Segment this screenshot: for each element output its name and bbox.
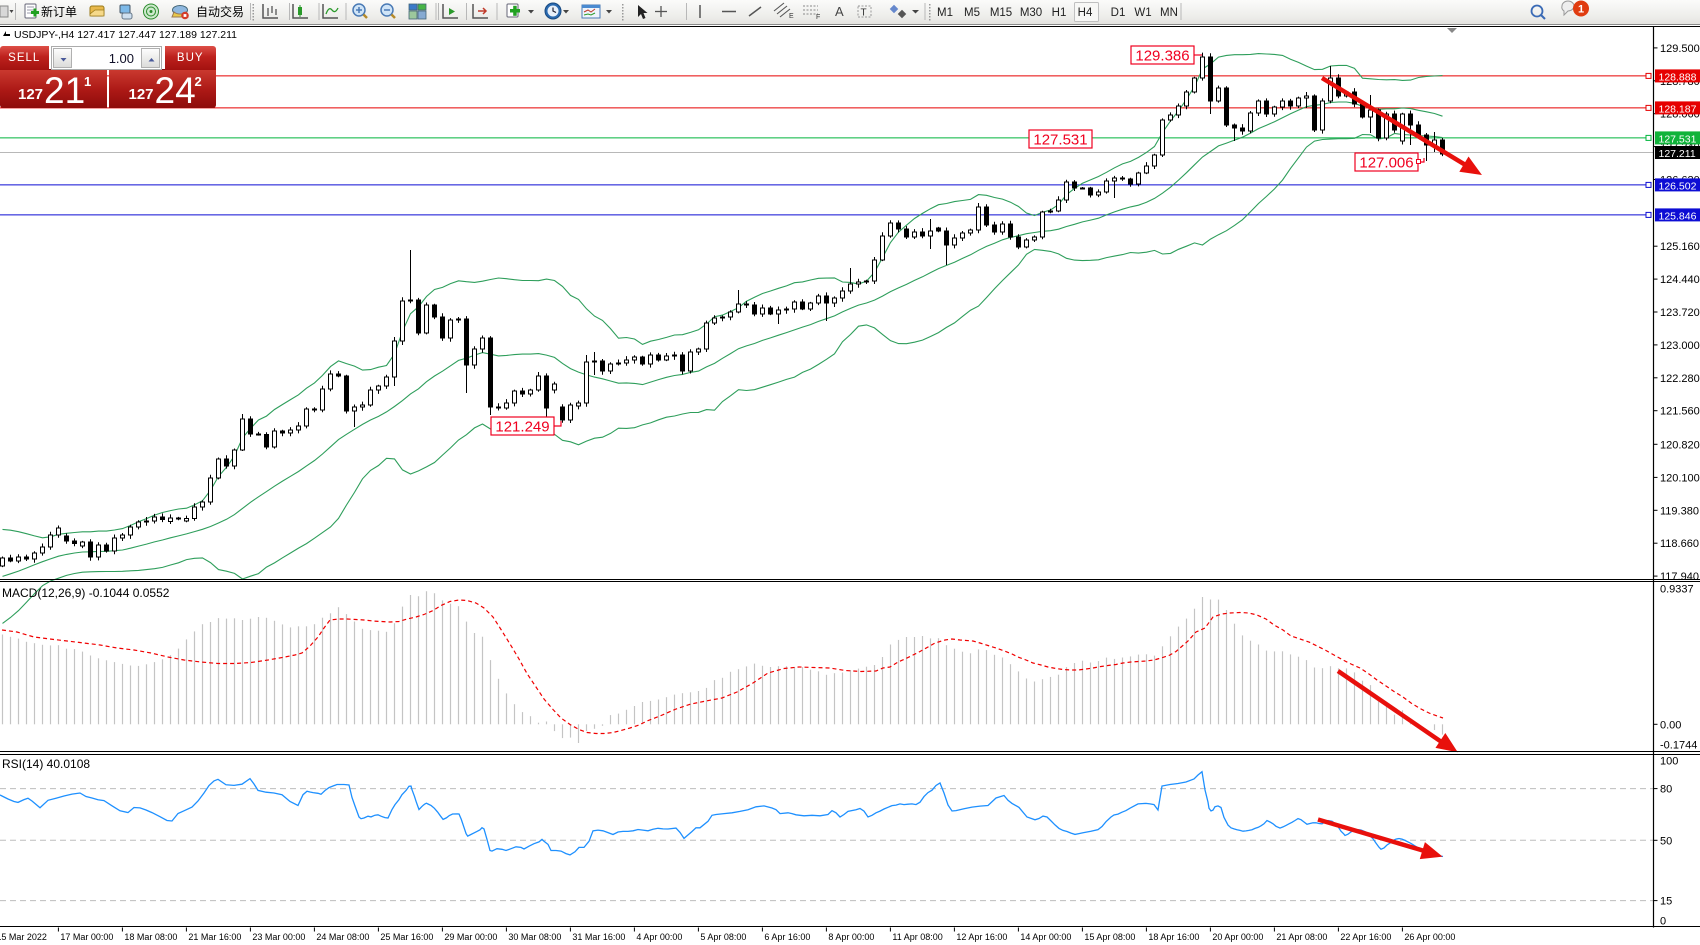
svg-text:H1: H1 [1052, 7, 1067, 19]
svg-text:M30: M30 [1020, 7, 1042, 19]
svg-text:126.502: 126.502 [1659, 180, 1697, 192]
svg-text:125.846: 125.846 [1659, 210, 1697, 222]
svg-text:119.380: 119.380 [1660, 505, 1699, 517]
svg-text:117.940: 117.940 [1660, 571, 1699, 583]
svg-text:15 Apr 08:00: 15 Apr 08:00 [1084, 932, 1135, 942]
svg-text:123.720: 123.720 [1660, 307, 1700, 319]
svg-text:MACD(12,26,9) -0.1044 0.0552: MACD(12,26,9) -0.1044 0.0552 [2, 586, 170, 600]
svg-text:W1: W1 [1134, 7, 1151, 19]
svg-text:121.560: 121.560 [1660, 406, 1700, 418]
svg-text:122.280: 122.280 [1660, 373, 1700, 385]
svg-text:121.249: 121.249 [495, 419, 549, 436]
svg-text:0: 0 [1660, 916, 1666, 928]
svg-text:1: 1 [1578, 4, 1584, 16]
svg-text:127.531: 127.531 [1659, 133, 1697, 145]
svg-text:15: 15 [1660, 896, 1672, 908]
svg-text:T: T [861, 8, 867, 19]
svg-text:24 Mar 08:00: 24 Mar 08:00 [316, 932, 369, 942]
svg-text:127.531: 127.531 [1033, 132, 1087, 149]
svg-text:M1: M1 [937, 7, 953, 19]
svg-text:F: F [816, 14, 820, 21]
svg-text:RSI(14) 40.0108: RSI(14) 40.0108 [2, 757, 90, 771]
svg-text:H4: H4 [1078, 7, 1093, 19]
svg-text:125.160: 125.160 [1660, 241, 1700, 253]
svg-text:0.9337: 0.9337 [1660, 584, 1694, 596]
svg-text:124.440: 124.440 [1660, 274, 1700, 286]
svg-text:29 Mar 00:00: 29 Mar 00:00 [444, 932, 497, 942]
svg-text:D1: D1 [1111, 7, 1126, 19]
svg-text:自动交易: 自动交易 [196, 4, 244, 19]
svg-text:23 Mar 00:00: 23 Mar 00:00 [252, 932, 305, 942]
svg-text:A: A [835, 4, 844, 19]
svg-text:18 Mar 08:00: 18 Mar 08:00 [124, 932, 177, 942]
svg-text:22 Apr 16:00: 22 Apr 16:00 [1340, 932, 1391, 942]
svg-text:E: E [789, 13, 794, 20]
svg-text:127.211: 127.211 [1659, 148, 1696, 160]
svg-text:129.500: 129.500 [1660, 43, 1700, 55]
svg-text:8 Apr 00:00: 8 Apr 00:00 [828, 932, 874, 942]
svg-text:14 Apr 00:00: 14 Apr 00:00 [1020, 932, 1071, 942]
svg-text:26 Apr 00:00: 26 Apr 00:00 [1404, 932, 1455, 942]
svg-text:M15: M15 [990, 7, 1012, 19]
svg-text:20 Apr 00:00: 20 Apr 00:00 [1212, 932, 1263, 942]
svg-text:50: 50 [1660, 835, 1672, 847]
svg-text:80: 80 [1660, 784, 1672, 796]
svg-text:4 Apr 00:00: 4 Apr 00:00 [636, 932, 682, 942]
svg-text:31 Mar 16:00: 31 Mar 16:00 [572, 932, 625, 942]
svg-text:100: 100 [1660, 756, 1678, 768]
svg-text:0.00: 0.00 [1660, 719, 1681, 731]
svg-text:18 Apr 16:00: 18 Apr 16:00 [1148, 932, 1199, 942]
svg-text:30 Mar 08:00: 30 Mar 08:00 [508, 932, 561, 942]
svg-text:11 Apr 08:00: 11 Apr 08:00 [892, 932, 942, 942]
svg-text:17 Mar 00:00: 17 Mar 00:00 [60, 932, 113, 942]
svg-text:6 Apr 16:00: 6 Apr 16:00 [764, 932, 810, 942]
svg-text:25 Mar 16:00: 25 Mar 16:00 [380, 932, 433, 942]
svg-text:15 Mar 2022: 15 Mar 2022 [0, 932, 47, 942]
svg-text:MN: MN [1160, 7, 1178, 19]
svg-text:120.820: 120.820 [1660, 439, 1700, 451]
svg-text:USDJPY-,H4 127.417 127.447 12: USDJPY-,H4 127.417 127.447 127.189 127.2… [14, 29, 237, 41]
svg-text:128.187: 128.187 [1659, 103, 1697, 115]
svg-text:127.006: 127.006 [1359, 155, 1413, 172]
svg-text:118.660: 118.660 [1660, 538, 1699, 550]
svg-text:5 Apr 08:00: 5 Apr 08:00 [700, 932, 746, 942]
svg-text:120.100: 120.100 [1660, 472, 1700, 484]
svg-text:129.386: 129.386 [1135, 48, 1189, 65]
svg-text:12 Apr 16:00: 12 Apr 16:00 [956, 932, 1007, 942]
svg-text:M5: M5 [964, 7, 980, 19]
svg-text:128.888: 128.888 [1659, 71, 1697, 83]
svg-text:新订单: 新订单 [41, 4, 77, 19]
svg-text:123.000: 123.000 [1660, 340, 1700, 352]
svg-text:-0.1744: -0.1744 [1660, 740, 1697, 752]
svg-text:21 Mar 16:00: 21 Mar 16:00 [188, 932, 241, 942]
svg-text:21 Apr 08:00: 21 Apr 08:00 [1276, 932, 1327, 942]
